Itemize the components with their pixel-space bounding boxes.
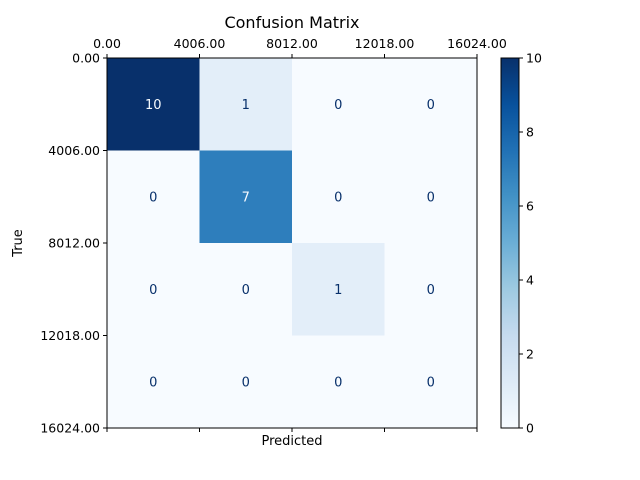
left-axis-ticks: 0.00 4006.00 8012.00 12018.00 16024.00 (40, 51, 107, 436)
top-axis-ticks: 0.00 4006.00 8012.00 12018.00 16024.00 (93, 36, 507, 58)
heatmap-cell-1-2 (292, 150, 385, 244)
heatmap-cell-2-0 (107, 243, 200, 336)
colorbar-tick-label-1: 2 (526, 347, 534, 362)
heatmap-cell-2-3 (384, 243, 478, 336)
cell-label-1-1: 7 (242, 190, 250, 205)
cell-label-1-2: 0 (334, 190, 342, 205)
top-tick-label-3: 12018.00 (355, 36, 415, 51)
colorbar-tick-label-3: 6 (526, 199, 534, 214)
left-tick-label-4: 16024.00 (40, 421, 100, 436)
left-tick-label-0: 0.00 (72, 51, 100, 66)
heatmap-cell-0-2 (292, 58, 385, 151)
cell-label-1-0: 0 (149, 190, 157, 205)
colorbar-tick-label-5: 10 (526, 51, 542, 66)
heatmap-cell-3-1 (199, 335, 293, 429)
heatmap-cells (107, 58, 478, 429)
left-tick-label-1: 4006.00 (48, 143, 100, 158)
y-axis-label: True (11, 229, 26, 258)
heatmap-cell-3-3 (384, 335, 478, 429)
cell-label-2-2: 1 (334, 283, 342, 298)
heatmap-cell-0-3 (384, 58, 478, 151)
cell-label-3-0: 0 (149, 375, 157, 390)
colorbar (500, 57, 520, 429)
heatmap-cell-labels: 10 1 0 00 7 0 00 0 1 00 0 0 0 (145, 98, 435, 391)
top-tick-label-2: 8012.00 (266, 36, 318, 51)
heatmap-cell-0-1 (199, 58, 293, 151)
colorbar-tick-label-0: 0 (526, 421, 534, 436)
heatmap-cell-3-2 (292, 335, 385, 429)
cell-label-0-3: 0 (427, 98, 435, 113)
colorbar-tick-label-4: 8 (526, 125, 534, 140)
chart-title: Confusion Matrix (224, 13, 359, 32)
colorbar-ticks: 0 2 4 6 8 10 (519, 51, 542, 436)
x-axis-label: Predicted (261, 434, 322, 449)
cell-label-0-0: 10 (145, 98, 162, 113)
heatmap-cell-3-0 (107, 335, 200, 429)
heatmap-cell-2-1 (199, 243, 293, 336)
cell-label-2-1: 0 (242, 283, 250, 298)
top-tick-label-0: 0.00 (93, 36, 121, 51)
cell-label-3-2: 0 (334, 375, 342, 390)
cell-label-0-2: 0 (334, 98, 342, 113)
heatmap-cell-1-1 (199, 150, 293, 244)
left-tick-label-2: 8012.00 (48, 236, 100, 251)
heatmap-cell-2-2 (292, 243, 385, 336)
cell-label-1-3: 0 (427, 190, 435, 205)
top-tick-label-1: 4006.00 (174, 36, 226, 51)
bottom-axis-ticks (106, 428, 478, 432)
top-tick-label-4: 16024.00 (447, 36, 507, 51)
colorbar-tick-label-2: 4 (526, 273, 534, 288)
left-tick-label-3: 12018.00 (40, 328, 100, 343)
cell-label-2-3: 0 (427, 283, 435, 298)
cell-label-3-1: 0 (242, 375, 250, 390)
cell-label-3-3: 0 (427, 375, 435, 390)
heatmap-cell-1-0 (107, 150, 200, 244)
cell-label-2-0: 0 (149, 283, 157, 298)
heatmap-cell-0-0 (107, 58, 200, 151)
heatmap-cell-1-3 (384, 150, 478, 244)
cell-label-0-1: 1 (242, 98, 250, 113)
